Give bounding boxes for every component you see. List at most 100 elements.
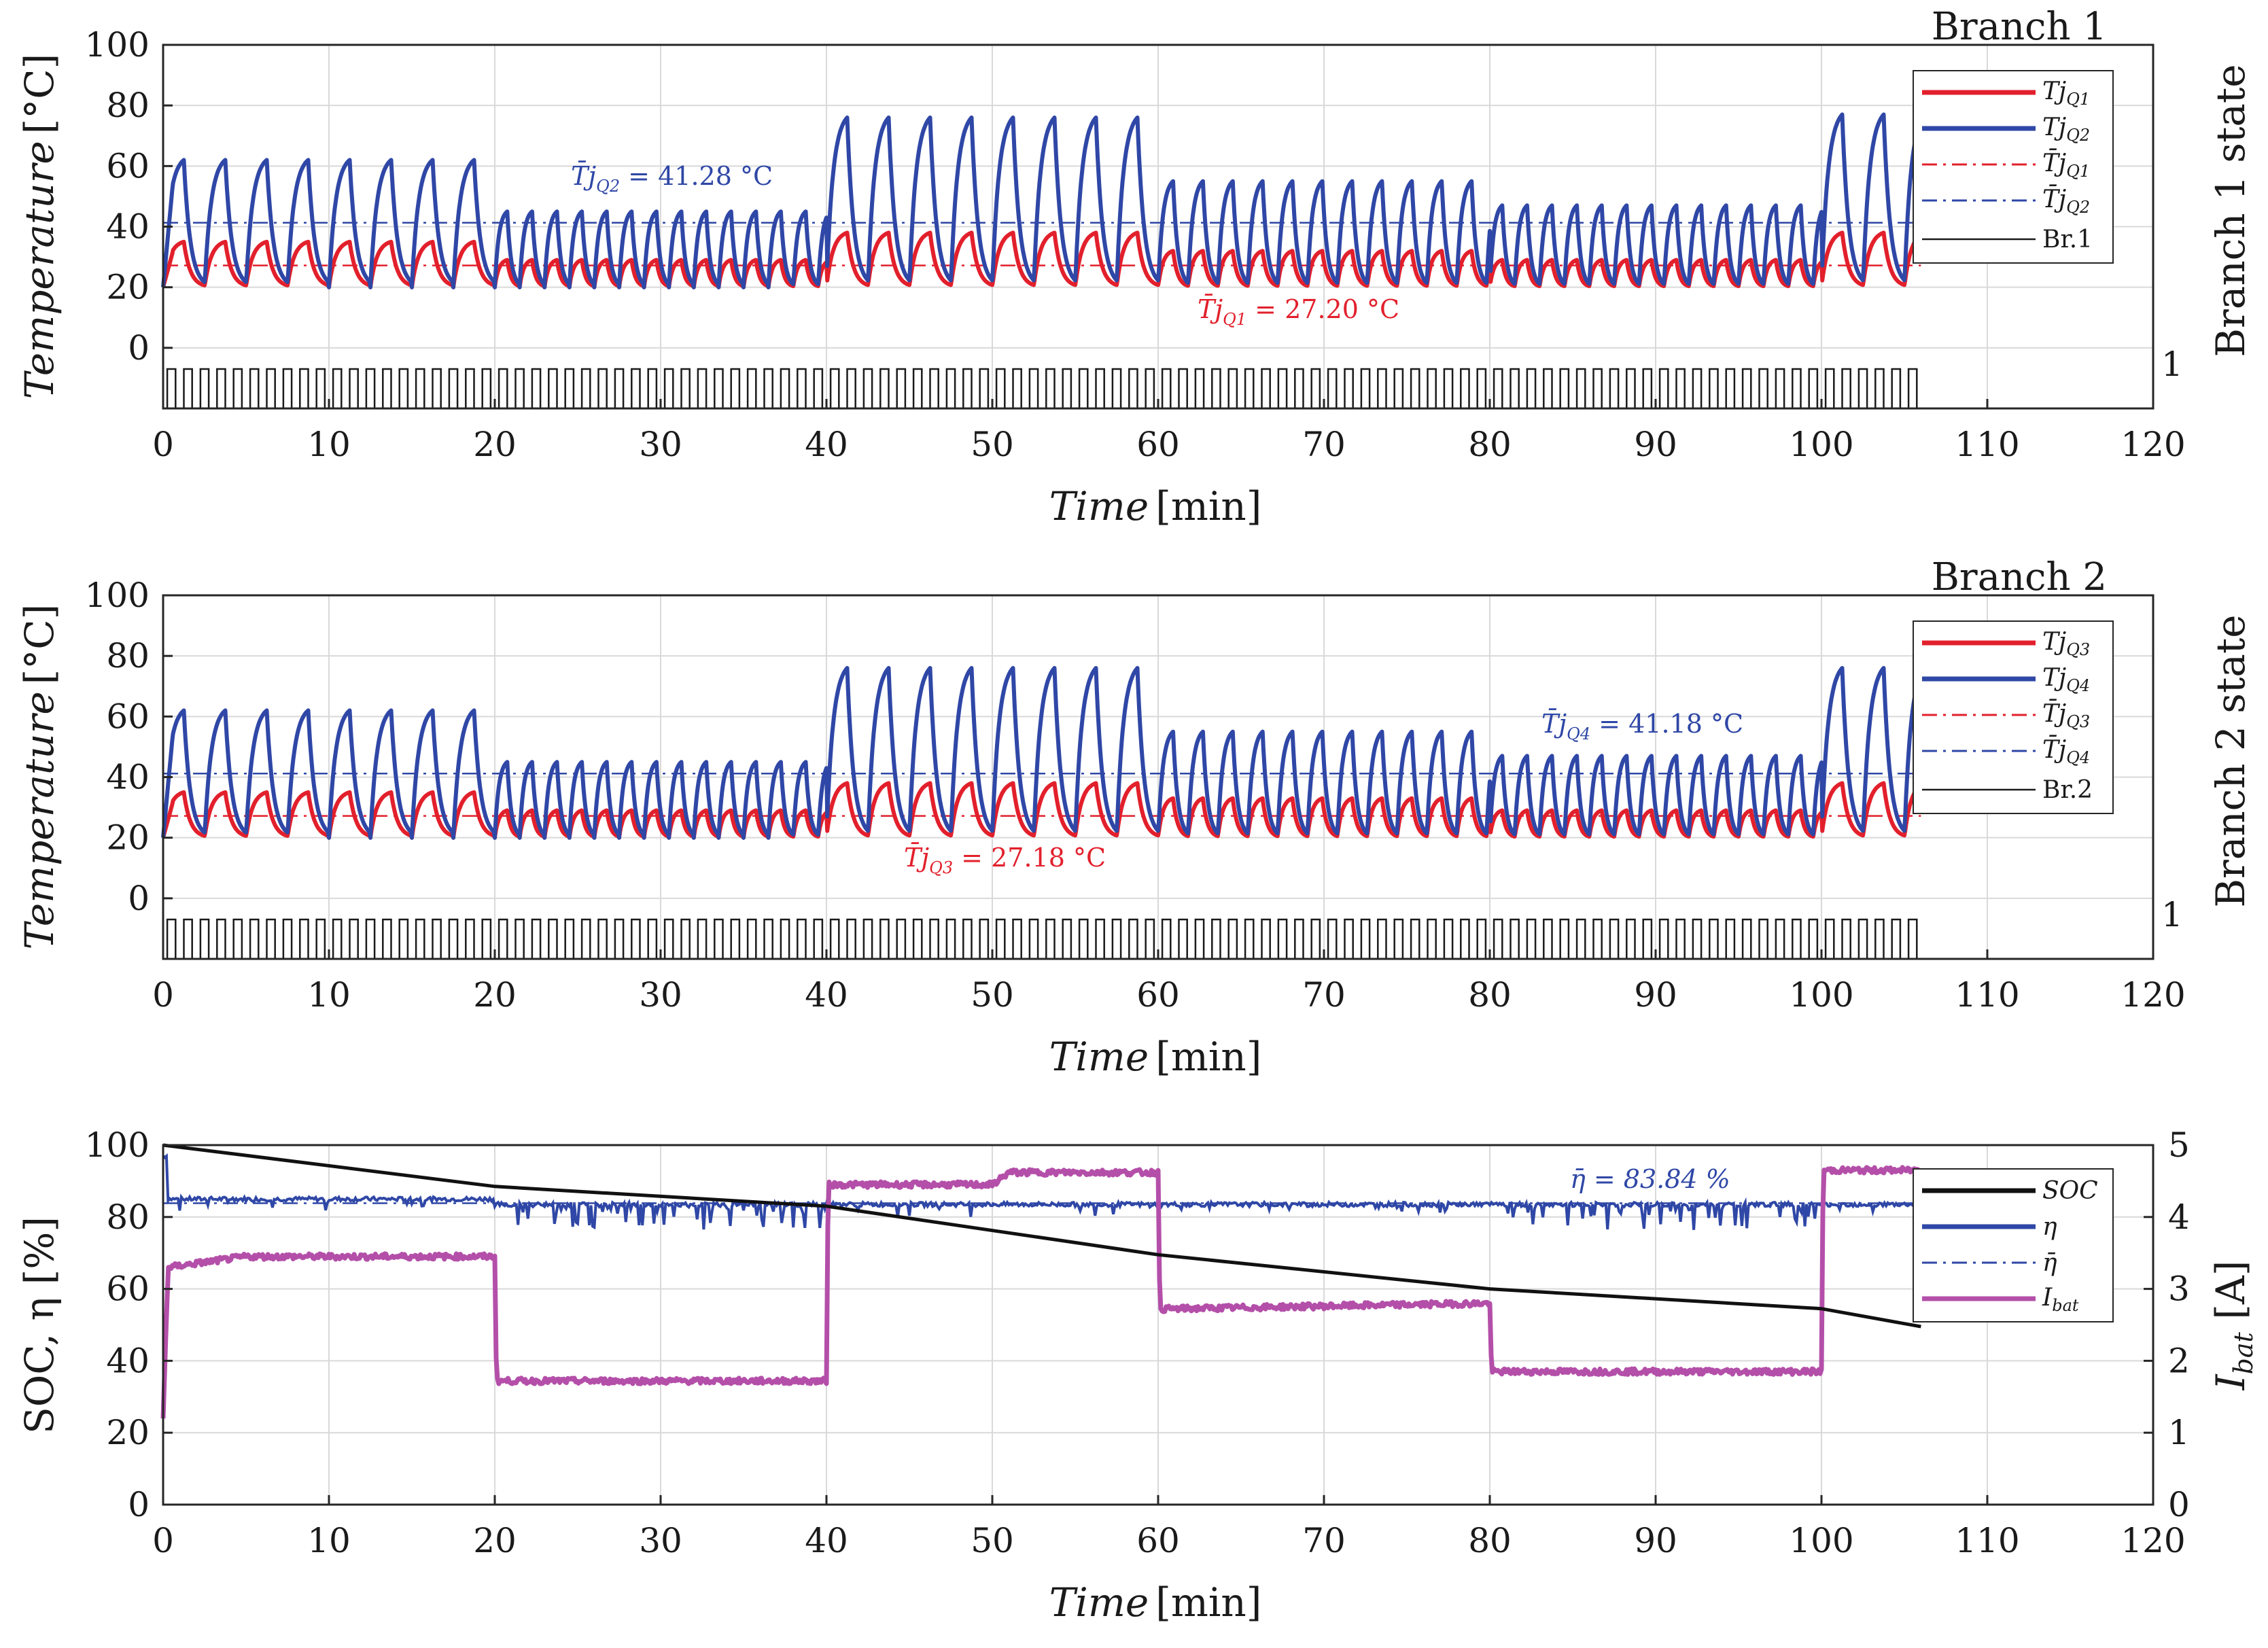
panel-branch-1: 0 10 20 30 40 50 60 70 80 90 100 110 120 0 20 40 60 80 100…: [16, 5, 2254, 529]
x-tick-label: 50: [971, 425, 1014, 464]
x-tick-label: 80: [1468, 975, 1512, 1015]
x-tick-label: 90: [1634, 975, 1677, 1015]
x-tick-label: 30: [639, 1521, 682, 1560]
panel-2-ylabel: Temperature[°C]: [16, 604, 63, 950]
series-ibat: [160, 1165, 1923, 1419]
y-tick-label: 100: [85, 25, 150, 65]
y2-tick-label: 0: [2168, 1485, 2190, 1524]
panel-2-title: Branch 2: [1932, 555, 2107, 599]
panel-branch-2: 0 10 20 30 40 50 60 70 80 90 100 110 120 0 20 40 60 80 100…: [16, 555, 2254, 1080]
legend-label-tjq1: TjQ1: [2042, 77, 2090, 109]
x-tick-label: 110: [1955, 1521, 2019, 1560]
panel-3-xlabel: Time [min]: [1049, 1579, 1262, 1626]
x-tick-label: 80: [1468, 1521, 1512, 1560]
x-tick-label: 0: [152, 975, 174, 1015]
series-eta: [162, 1153, 1923, 1230]
panel-3-annotation-mean-eta: η̄ = 83.84 %: [1570, 1164, 1730, 1194]
y-tick-label: 40: [106, 207, 150, 247]
y2-tick-label: 5: [2168, 1125, 2190, 1165]
y-tick-label: 80: [106, 636, 150, 676]
x-tick-label: 40: [805, 425, 848, 464]
legend-label-tjq4: TjQ4: [2042, 664, 2090, 695]
panel-1-annotation-mean-q1: T̄jQ1 = 27.20 °C: [1198, 294, 1399, 329]
panel-2-ticks: 0 10 20 30 40 50 60 70 80 90 100 110 120 0 20 40 60 80 100: [85, 576, 2186, 1015]
legend-label-br2: Br.2: [2042, 776, 2093, 804]
y-tick-label: 100: [85, 576, 150, 615]
x-tick-label: 110: [1955, 975, 2019, 1015]
y-tick-label: 20: [106, 1413, 150, 1452]
y-tick-label: 0: [128, 1485, 150, 1524]
x-tick-label: 0: [152, 1521, 174, 1560]
y-tick-label: 40: [106, 758, 150, 797]
y-tick-label: 60: [106, 697, 150, 736]
x-tick-label: 50: [971, 1521, 1014, 1560]
panel-3-ticks: 0 10 20 30 40 50 60 70 80 90 100 110 120020406080100…: [85, 1125, 2190, 1560]
panel-2-xlabel: Time [min]: [1049, 1034, 1262, 1080]
x-tick-label: 100: [1789, 975, 1853, 1015]
panel-1-right-label: Branch 1 state: [2208, 64, 2254, 357]
series-soc: [162, 1143, 1921, 1329]
x-tick-label: 30: [639, 975, 682, 1015]
y2-tick-label: 2: [2168, 1341, 2190, 1380]
x-tick-label: 100: [1789, 425, 1853, 464]
legend-box: [1913, 620, 2114, 814]
panel-2-right-tick: 1: [2161, 895, 2183, 934]
x-tick-label: 120: [2121, 975, 2185, 1015]
x-tick-label: 70: [1302, 975, 1346, 1015]
x-tick-label: 70: [1302, 425, 1346, 464]
y-tick-label: 20: [106, 818, 150, 858]
x-tick-label: 60: [1136, 1521, 1180, 1560]
x-tick-label: 40: [805, 1521, 848, 1560]
panel-2-annotation-mean-q3: T̄jQ3 = 27.18 °C: [904, 843, 1106, 877]
x-tick-label: 40: [805, 975, 848, 1015]
y-tick-label: 0: [128, 879, 150, 918]
x-tick-label: 100: [1789, 1521, 1853, 1560]
legend-label-mean-eta: η̄: [2042, 1249, 2057, 1277]
x-tick-label: 60: [1136, 425, 1180, 464]
panel-1-legend: TjQ1 TjQ2 T̄jQ1 T̄jQ2 Br.1: [1913, 70, 2114, 264]
x-tick-label: 90: [1634, 1521, 1677, 1560]
panel-2-series: [161, 666, 1923, 960]
series-tj-high: [161, 112, 1923, 290]
panel-1-annotation-mean-q2: T̄jQ2 = 41.28 °C: [571, 161, 773, 196]
x-tick-label: 120: [2121, 1521, 2185, 1560]
panel-1-ylabel: Temperature[°C]: [16, 54, 63, 400]
legend-label-ibat: Ibat: [2042, 1284, 2079, 1315]
legend-label-eta: η: [2042, 1213, 2057, 1241]
panel-3-right-label: Ibat [A]: [2208, 1261, 2258, 1391]
x-tick-label: 30: [639, 425, 682, 464]
panel-1-series: [161, 112, 1923, 410]
panel-3-legend: SOC η η̄ Ibat: [1913, 1168, 2114, 1322]
panel-2-right-label: Branch 2 state: [2208, 614, 2254, 907]
x-tick-label: 110: [1955, 425, 2019, 464]
panel-1-grid: [162, 44, 2154, 408]
y2-tick-label: 3: [2168, 1269, 2190, 1309]
x-tick-label: 20: [473, 975, 517, 1015]
panel-1-xlabel: Time [min]: [1049, 483, 1262, 529]
panel-1-title: Branch 1: [1932, 5, 2107, 49]
legend-label-soc: SOC: [2042, 1177, 2098, 1205]
panel-1-ticks: 0 10 20 30 40 50 60 70 80 90 100 110 120 0 20 40 60 80 100: [85, 25, 2186, 464]
panel-3-ylabel: SOC, η [%]: [16, 1216, 63, 1434]
x-tick-label: 80: [1468, 425, 1512, 464]
y-tick-label: 40: [106, 1341, 150, 1380]
y-tick-label: 60: [106, 1269, 150, 1309]
x-tick-label: 70: [1302, 1521, 1346, 1560]
x-tick-label: 90: [1634, 425, 1677, 464]
x-tick-label: 50: [971, 975, 1014, 1015]
legend-label-mean-tjq2: T̄jQ2: [2042, 184, 2090, 217]
legend-box: [1913, 70, 2114, 264]
x-tick-label: 10: [307, 1521, 351, 1560]
legend-label-mean-tjq1: T̄jQ1: [2042, 148, 2090, 181]
panel-soc-efficiency: 0 10 20 30 40 50 60 70 80 90 100 110 120020406080100…: [16, 1125, 2258, 1626]
series-branch-state: [163, 918, 1921, 960]
y-tick-label: 0: [128, 328, 150, 368]
panel-2-legend: TjQ3 TjQ4 T̄jQ3 T̄jQ4 Br.2: [1913, 620, 2114, 814]
panel-1-right-tick: 1: [2161, 345, 2183, 384]
legend-label-tjq2: TjQ2: [2042, 113, 2090, 145]
y-tick-label: 80: [106, 1197, 150, 1237]
series-tj-high: [161, 666, 1923, 840]
x-tick-label: 20: [473, 425, 517, 464]
y-tick-label: 80: [106, 86, 150, 125]
